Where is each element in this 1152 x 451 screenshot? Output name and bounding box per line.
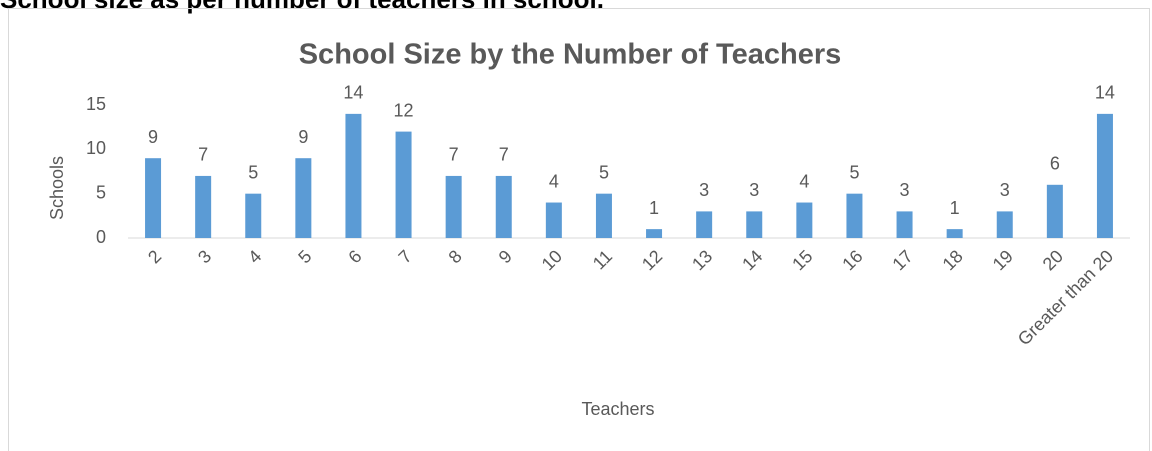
x-tick-label: 4 <box>244 246 265 267</box>
data-label: 1 <box>950 198 960 218</box>
bar <box>495 175 512 238</box>
x-tick-label: 18 <box>939 246 967 274</box>
data-label: 12 <box>394 100 414 120</box>
data-label: 14 <box>343 83 363 103</box>
bar <box>946 229 963 238</box>
data-label: 14 <box>1095 83 1115 103</box>
chart-title: School Size by the Number of Teachers <box>299 39 842 71</box>
x-tick-label: 3 <box>194 246 215 267</box>
x-tick-label: 8 <box>445 246 466 267</box>
data-label: 5 <box>849 162 859 182</box>
data-label: 4 <box>549 171 559 191</box>
data-label: 7 <box>499 145 509 165</box>
y-tick-label: 5 <box>96 182 106 202</box>
data-label: 4 <box>799 171 809 191</box>
x-tick-label: 9 <box>495 246 516 267</box>
x-tick-label: 5 <box>294 246 315 267</box>
x-tick-label: 16 <box>838 246 866 274</box>
bar <box>445 175 462 238</box>
data-label: 3 <box>1000 180 1010 200</box>
bar <box>746 211 763 238</box>
data-label: 7 <box>198 145 208 165</box>
heading: School size as per number of teachers in… <box>0 0 604 14</box>
y-tick-label: 0 <box>96 227 106 247</box>
y-axis-title: Schools <box>47 156 67 220</box>
x-tick-label: 15 <box>788 246 816 274</box>
chart-border <box>8 8 1150 451</box>
x-tick-label: 19 <box>989 246 1017 274</box>
bar <box>846 193 863 238</box>
bar <box>345 113 362 238</box>
x-tick-label: 12 <box>638 246 666 274</box>
x-tick-label: 14 <box>738 246 766 274</box>
x-tick-label: 13 <box>688 246 716 274</box>
data-label: 5 <box>599 162 609 182</box>
x-tick-label: 7 <box>395 246 416 267</box>
x-tick-label: 17 <box>888 246 916 274</box>
data-label: 5 <box>248 162 258 182</box>
bar <box>545 202 562 238</box>
x-tick-label: 11 <box>589 246 616 273</box>
bar <box>1096 113 1113 238</box>
x-tick-label: 20 <box>1039 246 1067 274</box>
bar <box>796 202 813 238</box>
data-label: 3 <box>900 180 910 200</box>
bar <box>696 211 713 238</box>
x-axis-title: Teachers <box>581 399 654 419</box>
data-label: 1 <box>649 198 659 218</box>
data-label: 3 <box>749 180 759 200</box>
bar <box>595 193 612 238</box>
bar <box>896 211 913 238</box>
x-tick-label: 10 <box>538 246 566 274</box>
bar <box>646 229 663 238</box>
bar <box>1046 184 1063 238</box>
bar <box>295 158 312 238</box>
data-label: 9 <box>148 127 158 147</box>
bar <box>145 158 162 238</box>
bar <box>395 131 412 238</box>
data-label: 6 <box>1050 154 1060 174</box>
data-label: 3 <box>699 180 709 200</box>
y-tick-label: 15 <box>86 94 106 114</box>
bar <box>195 175 212 238</box>
data-label: 9 <box>298 127 308 147</box>
bar <box>245 193 262 238</box>
x-tick-label: 6 <box>344 246 365 267</box>
y-tick-label: 10 <box>86 138 106 158</box>
x-tick-label: 2 <box>144 246 165 267</box>
data-label: 7 <box>449 145 459 165</box>
bar <box>996 211 1013 238</box>
